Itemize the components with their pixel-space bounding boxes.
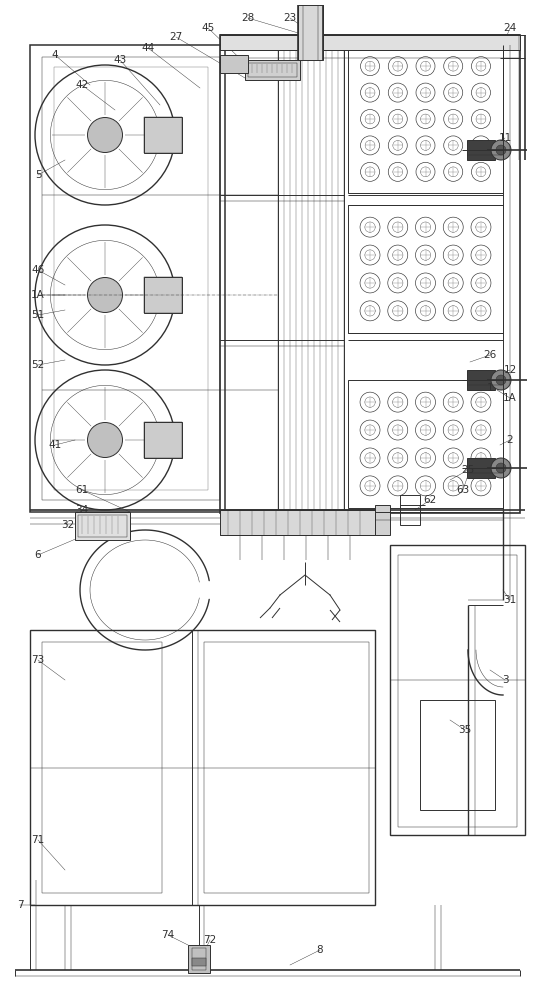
Text: 45: 45 xyxy=(202,23,214,33)
Text: 31: 31 xyxy=(503,595,517,605)
Text: 32: 32 xyxy=(62,520,75,530)
Bar xyxy=(467,458,495,478)
Bar xyxy=(248,63,297,77)
Bar xyxy=(144,117,182,153)
Bar xyxy=(398,555,517,827)
Bar xyxy=(390,545,525,835)
Text: 1A: 1A xyxy=(503,393,517,403)
Circle shape xyxy=(87,422,123,458)
Text: 1A: 1A xyxy=(31,290,45,300)
Circle shape xyxy=(496,463,506,473)
Bar xyxy=(144,277,182,313)
Bar xyxy=(78,515,127,537)
Text: 73: 73 xyxy=(32,655,44,665)
Bar xyxy=(467,140,495,160)
Bar xyxy=(144,277,182,313)
Text: 63: 63 xyxy=(456,485,470,495)
Bar xyxy=(220,55,248,73)
Text: 12: 12 xyxy=(503,365,517,375)
Text: 6: 6 xyxy=(35,550,41,560)
Text: 41: 41 xyxy=(48,440,62,450)
Text: 23: 23 xyxy=(284,13,296,23)
Text: 62: 62 xyxy=(423,495,437,505)
Bar xyxy=(245,60,300,80)
Text: 74: 74 xyxy=(161,930,175,940)
Text: 26: 26 xyxy=(483,350,497,360)
Bar xyxy=(192,958,206,966)
Text: 72: 72 xyxy=(203,935,217,945)
Bar xyxy=(30,630,375,905)
Text: 51: 51 xyxy=(32,310,44,320)
Bar xyxy=(78,515,127,534)
Text: 5: 5 xyxy=(35,170,41,180)
Circle shape xyxy=(491,140,511,160)
Text: 44: 44 xyxy=(142,43,154,53)
Circle shape xyxy=(87,117,123,152)
Text: 35: 35 xyxy=(458,725,472,735)
Bar xyxy=(400,495,420,525)
Text: 25: 25 xyxy=(461,465,474,475)
Bar xyxy=(188,945,210,973)
Text: 43: 43 xyxy=(114,55,126,65)
Circle shape xyxy=(496,145,506,155)
Bar xyxy=(220,35,520,513)
Text: 11: 11 xyxy=(498,133,512,143)
Circle shape xyxy=(491,370,511,390)
Text: 4: 4 xyxy=(51,50,58,60)
Bar xyxy=(420,700,495,810)
Bar xyxy=(204,642,369,893)
Circle shape xyxy=(87,277,123,312)
Bar xyxy=(144,117,182,153)
Bar xyxy=(348,205,503,333)
Text: 71: 71 xyxy=(32,835,44,845)
Bar xyxy=(42,57,220,500)
Text: 1: 1 xyxy=(487,383,493,393)
Text: 46: 46 xyxy=(32,265,44,275)
Text: 8: 8 xyxy=(317,945,323,955)
Circle shape xyxy=(496,375,506,385)
Bar xyxy=(220,510,375,535)
Circle shape xyxy=(491,458,511,478)
Bar xyxy=(54,67,208,490)
Bar xyxy=(192,948,206,970)
Bar xyxy=(144,422,182,458)
Text: 61: 61 xyxy=(76,485,88,495)
Text: 3: 3 xyxy=(502,675,508,685)
Text: 52: 52 xyxy=(32,360,44,370)
Bar xyxy=(348,380,503,508)
Bar xyxy=(42,642,162,893)
Bar xyxy=(298,5,323,60)
Bar xyxy=(75,512,130,537)
Bar xyxy=(30,45,225,512)
Bar xyxy=(144,422,182,458)
Text: 27: 27 xyxy=(169,32,183,42)
Bar xyxy=(75,512,130,540)
Bar xyxy=(375,505,390,535)
Text: 24: 24 xyxy=(503,23,517,33)
Bar xyxy=(348,45,503,193)
Bar xyxy=(467,370,495,390)
Text: 42: 42 xyxy=(76,80,88,90)
Text: 34: 34 xyxy=(76,505,88,515)
Text: 2: 2 xyxy=(507,435,513,445)
Text: 7: 7 xyxy=(17,900,23,910)
Text: 28: 28 xyxy=(241,13,255,23)
Bar xyxy=(220,35,520,50)
